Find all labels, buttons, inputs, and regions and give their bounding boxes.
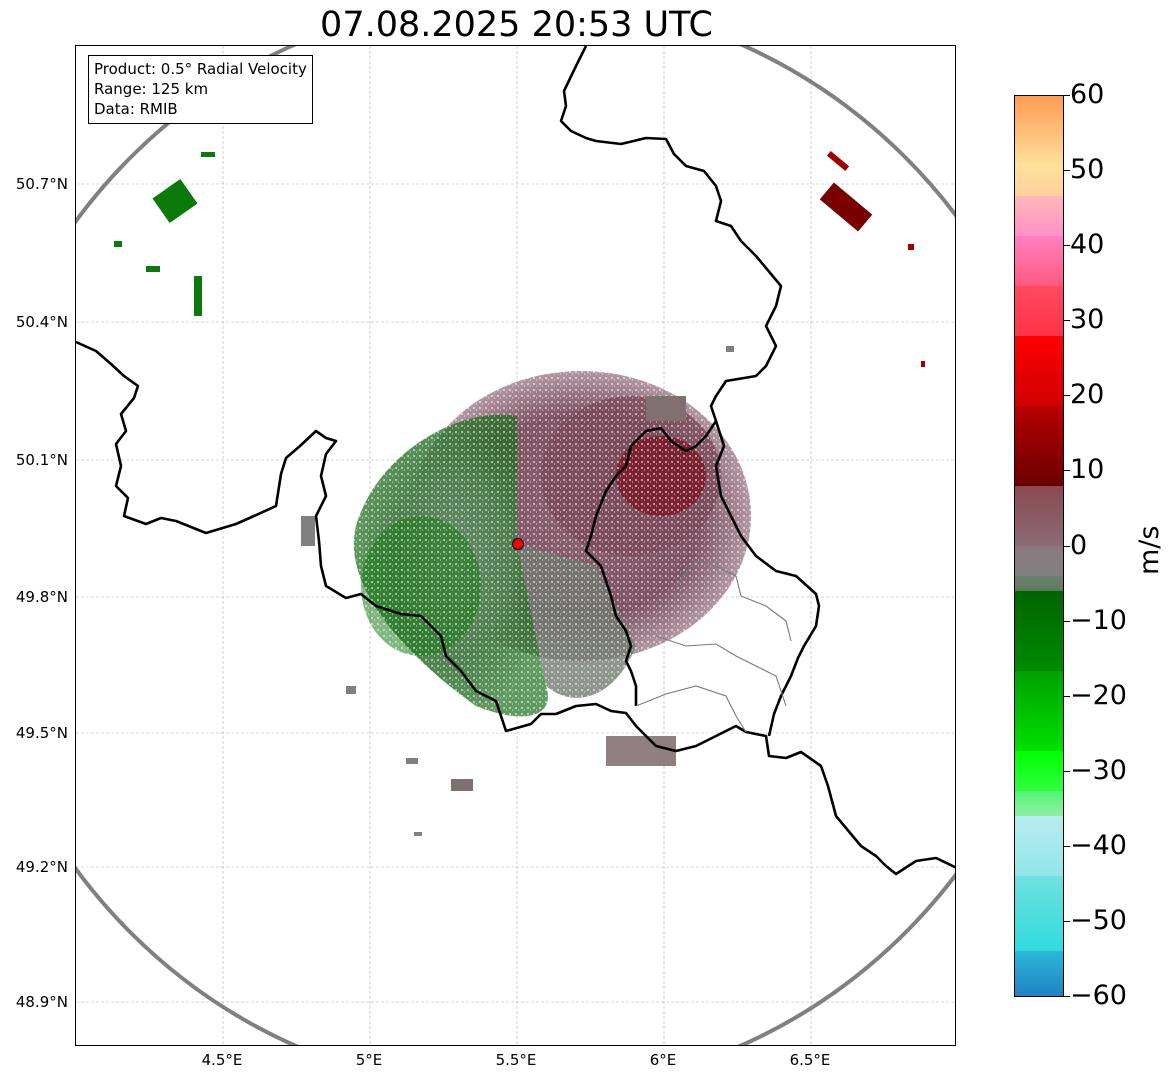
colorbar-tick-label: −10 (1070, 605, 1127, 636)
radar-map[interactable] (75, 45, 956, 1046)
range-label: Range: 125 km (94, 80, 209, 98)
colorbar-tick-label: 60 (1070, 79, 1105, 110)
lon-label: 5°E (355, 1051, 383, 1069)
colorbar-tick (1064, 921, 1070, 922)
colorbar-tick (1064, 470, 1070, 471)
colorbar-tick (1064, 320, 1070, 321)
lat-label: 50.4°N (15, 313, 68, 331)
colorbar-tick (1064, 846, 1070, 847)
lat-label: 49.8°N (15, 588, 68, 606)
lat-label: 50.1°N (15, 451, 68, 469)
colorbar-tick (1064, 996, 1070, 997)
colorbar-tick (1064, 696, 1070, 697)
product-label: Product: 0.5° Radial Velocity (94, 60, 307, 78)
product-info-box: Product: 0.5° Radial Velocity Range: 125… (88, 55, 313, 124)
colorbar-tick-label: 10 (1070, 454, 1105, 485)
colorbar-tick (1064, 245, 1070, 246)
lat-label: 48.9°N (15, 993, 68, 1011)
colorbar-tick-label: 40 (1070, 229, 1105, 260)
colorbar-tick-label: −60 (1070, 980, 1127, 1011)
colorbar-tick (1064, 546, 1070, 547)
colorbar-tick-label: 50 (1070, 154, 1105, 185)
country-borders (76, 46, 955, 876)
lon-label: 6°E (649, 1051, 677, 1069)
colorbar-tick (1064, 395, 1070, 396)
map-title: 07.08.2025 20:53 UTC (320, 5, 713, 45)
colorbar-tick-label: −30 (1070, 755, 1127, 786)
lat-label: 49.2°N (15, 858, 68, 876)
colorbar-tick-label: −50 (1070, 905, 1127, 936)
colorbar-tick (1064, 95, 1070, 96)
province-boundaries (635, 560, 792, 733)
colorbar-tick (1064, 621, 1070, 622)
lon-label: 5.5°E (495, 1051, 537, 1069)
colorbar-tick (1064, 170, 1070, 171)
colorbar-tick-label: −40 (1070, 830, 1127, 861)
data-source-label: Data: RMIB (94, 100, 178, 118)
radar-site-marker (512, 538, 524, 550)
colorbar-tick (1064, 771, 1070, 772)
radar-map-canvas (76, 46, 955, 1045)
colorbar-tick-label: 0 (1070, 530, 1088, 561)
lon-label: 6.5°E (789, 1051, 831, 1069)
lat-label: 49.5°N (15, 724, 68, 742)
scattered-echoes (114, 150, 925, 836)
lat-label: 50.7°N (15, 175, 68, 193)
colorbar-tick-label: 30 (1070, 304, 1105, 335)
colorbar-tick-label: 20 (1070, 379, 1105, 410)
lon-label: 4.5°E (201, 1051, 243, 1069)
colorbar-tick-label: −20 (1070, 680, 1127, 711)
colorbar-unit-label: m/s (1134, 525, 1165, 575)
velocity-colorbar (1014, 95, 1064, 997)
